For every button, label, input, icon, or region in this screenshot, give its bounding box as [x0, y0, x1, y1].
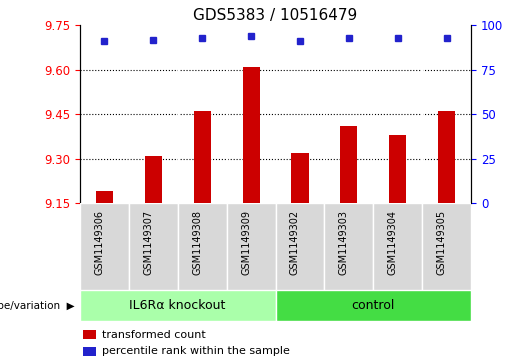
Bar: [178, 203, 227, 290]
Text: IL6Rα knockout: IL6Rα knockout: [129, 299, 226, 312]
Text: transformed count: transformed count: [102, 330, 205, 340]
Bar: [96, 191, 113, 203]
Bar: [145, 156, 162, 203]
Bar: [438, 111, 455, 203]
Bar: [243, 67, 260, 203]
Bar: [80, 203, 129, 290]
Text: GSM1149306: GSM1149306: [94, 210, 104, 275]
Text: GSM1149302: GSM1149302: [290, 210, 300, 276]
Text: genotype/variation  ▶: genotype/variation ▶: [0, 301, 75, 311]
Bar: [194, 111, 211, 203]
Text: GSM1149303: GSM1149303: [339, 210, 349, 275]
Bar: [80, 290, 276, 321]
Bar: [276, 203, 324, 290]
Text: GSM1149309: GSM1149309: [241, 210, 251, 275]
Bar: [227, 203, 276, 290]
Bar: [324, 203, 373, 290]
Bar: [276, 290, 471, 321]
Text: GSM1149304: GSM1149304: [388, 210, 398, 275]
Text: GSM1149307: GSM1149307: [143, 210, 153, 276]
Bar: [340, 126, 357, 203]
Bar: [82, 347, 96, 356]
Bar: [129, 203, 178, 290]
Text: GSM1149308: GSM1149308: [192, 210, 202, 275]
Bar: [373, 203, 422, 290]
Text: GSM1149305: GSM1149305: [437, 210, 447, 276]
Bar: [389, 135, 406, 203]
Bar: [422, 203, 471, 290]
Bar: [82, 330, 96, 339]
Bar: [291, 153, 308, 203]
Text: percentile rank within the sample: percentile rank within the sample: [102, 346, 289, 356]
Title: GDS5383 / 10516479: GDS5383 / 10516479: [194, 8, 357, 23]
Text: control: control: [352, 299, 395, 312]
